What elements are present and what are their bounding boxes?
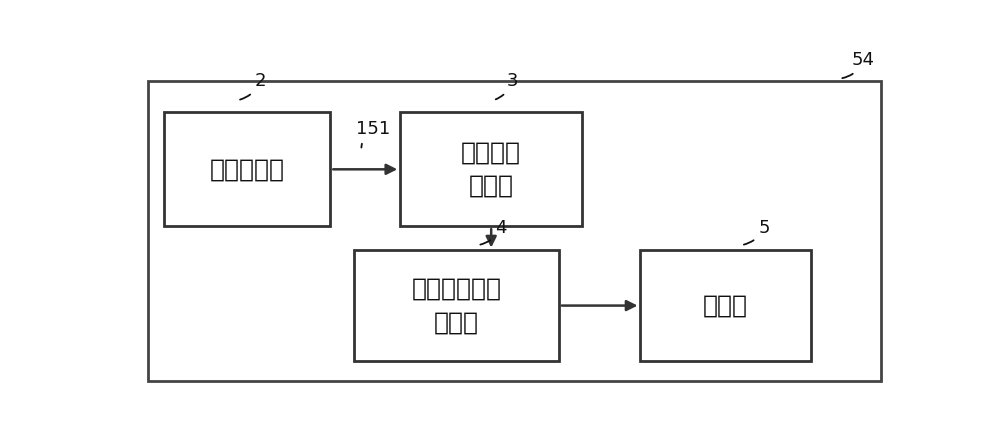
- Text: 5: 5: [744, 219, 770, 245]
- Bar: [400, 112, 582, 226]
- Text: 4: 4: [480, 219, 507, 245]
- Text: 2: 2: [240, 72, 266, 99]
- Text: 位置基准拥挤
判断部: 位置基准拥挤 判断部: [411, 277, 501, 334]
- Bar: [164, 112, 330, 226]
- Text: 151: 151: [356, 120, 390, 147]
- Bar: [354, 250, 559, 361]
- Bar: [640, 250, 811, 361]
- Text: 54: 54: [842, 51, 874, 78]
- Text: 控制部: 控制部: [703, 293, 748, 318]
- Text: 乘客传感器: 乘客传感器: [210, 157, 285, 181]
- Text: 3: 3: [496, 72, 518, 99]
- Text: 乘客特征
提取部: 乘客特征 提取部: [461, 141, 521, 198]
- Bar: [148, 82, 881, 382]
